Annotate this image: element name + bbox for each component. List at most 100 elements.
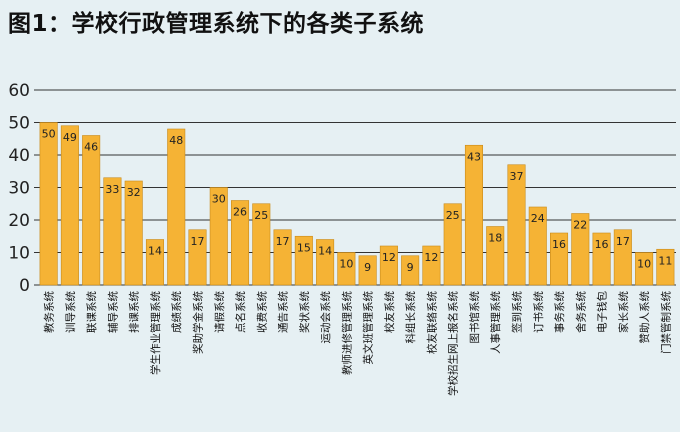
- x-category-label: 学校招生网上报名系统: [447, 291, 460, 396]
- y-axis-ticks: 0 10 20 30 40 50 60: [8, 81, 30, 296]
- bar: [167, 128, 186, 286]
- x-category-label: 通告系统: [277, 291, 290, 333]
- bar-value-label: 18: [488, 232, 502, 245]
- x-category-label: 赞助人系统: [638, 291, 651, 344]
- bar: [528, 206, 547, 286]
- bar: [252, 203, 271, 286]
- bar-value-label: 25: [254, 209, 268, 222]
- bar: [82, 135, 101, 286]
- bar-value-label: 50: [42, 128, 56, 141]
- bar-value-label: 12: [424, 251, 438, 264]
- x-category-label: 事务系统: [553, 291, 566, 333]
- x-category-label: 点名系统: [234, 291, 247, 333]
- bar-value-label: 17: [191, 235, 205, 248]
- bar-value-label: 37: [510, 170, 524, 183]
- x-category-label: 奖状系统: [298, 291, 311, 333]
- bar-value-label: 26: [233, 206, 247, 219]
- bar-value-label: 9: [407, 261, 414, 274]
- x-category-label: 联课系统: [85, 291, 98, 333]
- bar-value-label: 46: [84, 141, 98, 154]
- bar: [379, 245, 398, 286]
- bar-value-label: 11: [658, 254, 672, 267]
- x-category-label: 运动会系统: [319, 291, 332, 344]
- bar-value-label: 25: [446, 209, 460, 222]
- x-category-label: 舍务系统: [574, 291, 587, 333]
- bar: [486, 226, 505, 286]
- x-category-label: 家长系统: [617, 291, 630, 333]
- bar-value-label: 10: [637, 258, 651, 271]
- bar-value-label: 17: [276, 235, 290, 248]
- x-category-label: 门禁管制系统: [659, 291, 672, 354]
- bar-value-label: 9: [364, 261, 371, 274]
- x-category-label: 科组长系统: [404, 291, 417, 344]
- x-category-label: 收费系统: [255, 291, 268, 333]
- bar-value-label: 49: [63, 131, 77, 144]
- y-tick-label: 30: [8, 179, 30, 199]
- bar-value-label: 32: [127, 186, 141, 199]
- bar-value-label: 15: [297, 241, 311, 254]
- bar: [60, 125, 79, 286]
- bar-value-label: 24: [531, 212, 545, 225]
- bar: [635, 252, 654, 286]
- bar-value-label: 22: [573, 219, 587, 232]
- bar: [571, 213, 590, 286]
- x-category-label: 人事管理系统: [489, 291, 502, 354]
- bar: [209, 187, 228, 286]
- y-tick-label: 60: [8, 81, 30, 101]
- bar-value-label: 43: [467, 150, 481, 163]
- bar: [613, 229, 632, 286]
- bar: [358, 255, 377, 286]
- x-category-label: 排课系统: [128, 291, 141, 333]
- bar: [464, 144, 483, 286]
- bar: [592, 232, 611, 286]
- x-category-label: 奖助学金系统: [192, 291, 205, 354]
- x-category-label: 图书馆系统: [468, 291, 481, 344]
- bar: [337, 252, 356, 286]
- bar: [273, 229, 292, 286]
- bar: [507, 164, 526, 286]
- bar: [294, 235, 313, 286]
- x-category-label: 请假系统: [213, 291, 226, 333]
- bar-value-label: 14: [318, 245, 332, 258]
- bar: [656, 248, 675, 286]
- bar-value-label: 16: [552, 238, 566, 251]
- bar: [401, 255, 420, 286]
- x-category-label: 教务系统: [43, 291, 56, 333]
- bar-value-label: 33: [105, 183, 119, 196]
- x-category-label: 训导系统: [64, 291, 77, 333]
- x-category-label: 辅导系统: [106, 291, 119, 333]
- x-category-label: 学生作业管理系统: [149, 291, 162, 375]
- bar-value-label: 30: [212, 193, 226, 206]
- bar: [188, 229, 207, 286]
- y-tick-label: 10: [8, 244, 30, 264]
- y-tick-label: 40: [8, 146, 30, 166]
- x-category-label: 电子钱包: [596, 291, 609, 333]
- bar: [39, 122, 58, 286]
- bar-value-label: 10: [339, 258, 353, 271]
- bar: [231, 200, 250, 286]
- bar: [422, 245, 441, 286]
- bar-value-label: 12: [382, 251, 396, 264]
- y-tick-label: 20: [8, 211, 30, 231]
- x-category-label: 校友系统: [383, 291, 396, 333]
- x-axis-categories: 教务系统 训导系统 联课系统 辅导系统 排课系统 学生作业管理系统 成绩系统 奖助学金系统 请假…: [43, 291, 673, 396]
- x-category-label: 校友联络系统: [425, 291, 438, 354]
- bar-value-label: 16: [595, 238, 609, 251]
- x-category-label: 教师进修管理系统: [340, 291, 353, 375]
- bar: [145, 239, 164, 286]
- bar-value-label: 14: [148, 245, 162, 258]
- bar: [124, 180, 143, 286]
- x-category-label: 订书系统: [532, 291, 545, 333]
- chart-title: 图1：学校行政管理系统下的各类子系统: [8, 11, 425, 37]
- bar: [550, 232, 569, 286]
- bars: 50 49 46 33 32 14 48 17 30 26 25 17 15 14 10 9 12 9 12 25 43…: [39, 122, 675, 286]
- x-category-label: 英文班管理系统: [362, 291, 375, 365]
- bar-value-label: 17: [616, 235, 630, 248]
- y-tick-label: 50: [8, 114, 30, 134]
- bar: [316, 239, 335, 286]
- bar-value-label: 48: [169, 134, 183, 147]
- bar: [103, 177, 122, 286]
- y-tick-label: 0: [19, 276, 30, 296]
- bar: [443, 203, 462, 286]
